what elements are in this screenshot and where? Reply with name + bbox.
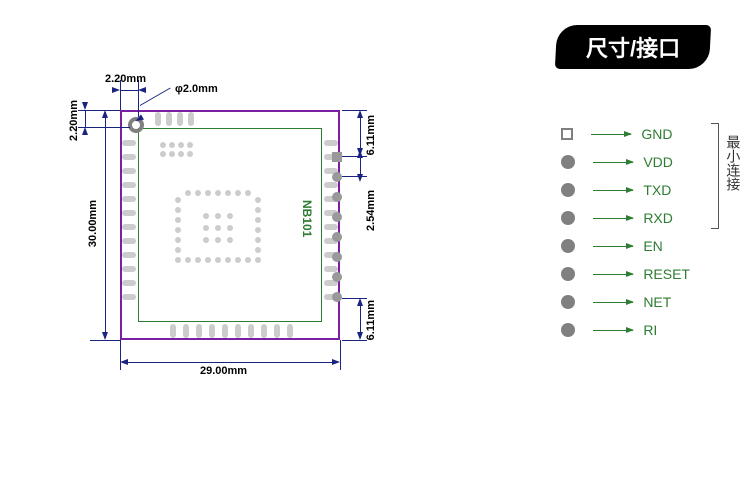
dim-pitch: 2.54mm [365,190,377,231]
dim-arrow [112,87,120,93]
pin-row: VDD [561,148,690,176]
header-pin [332,212,342,222]
arrow-icon [593,162,633,163]
dim-line [360,158,361,174]
min-conn-label: 最小连接 [723,135,743,191]
pin-row: NET [561,288,690,316]
header-pin [332,232,342,242]
ext-line [340,340,341,370]
pin-row: RXD [561,204,690,232]
dim-arrow [120,359,128,365]
pin-marker-icon [561,128,573,140]
header-pin [332,172,342,182]
arrow-icon [593,274,633,275]
dim-hole-dia: φ2.0mm [175,83,218,95]
header-pin [332,152,342,162]
ext-line [120,340,121,370]
header-pin [332,292,342,302]
pin-marker-icon [561,295,575,309]
dim-arrow [357,332,363,340]
arrow-icon [593,302,633,303]
pin-row: GND [561,120,690,148]
pin-label: NET [643,294,671,310]
title-text: 尺寸/接口 [586,31,680,63]
ext-line [342,298,367,299]
dim-arrow [138,87,146,93]
dim-arrow [102,110,108,118]
title-banner: 尺寸/接口 [555,25,711,69]
dim-hole-y: 2.20mm [68,100,80,141]
dim-width: 29.00mm [200,365,247,377]
dim-edge-top: 6.11mm [365,115,377,155]
arrow-icon [593,190,633,191]
dim-arrow [357,110,363,118]
dim-arrow [82,102,88,110]
header-pin [332,252,342,262]
pin-label: GND [641,126,672,142]
pin-label: RI [643,322,657,338]
header-pin [332,192,342,202]
arrow-icon [591,134,631,135]
dim-line [122,362,338,363]
header-pin [332,272,342,282]
dim-line [105,112,106,338]
pin-marker-icon [561,211,575,225]
pin-row: TXD [561,176,690,204]
pin-marker-icon [561,323,575,337]
min-conn-bracket [711,123,719,229]
pin-marker-icon [561,183,575,197]
dim-line [85,110,86,127]
arrow-icon [593,218,633,219]
pin-row: RESET [561,260,690,288]
pin-label: EN [643,238,662,254]
dim-edge-bottom: 6.11mm [365,300,377,340]
pin-label: RESET [643,266,690,282]
dim-arrow [357,150,363,158]
ext-line [90,340,120,341]
arrow-icon [593,330,633,331]
dim-line [120,90,138,91]
pin-row: EN [561,232,690,260]
pin-marker-icon [561,239,575,253]
pin-row: RI [561,316,690,344]
pin-label: VDD [643,154,673,170]
ext-line [138,80,139,117]
pin-label: RXD [643,210,673,226]
ext-line [342,156,367,157]
ext-line [342,176,367,177]
ext-line [342,340,367,341]
dim-arrow [82,127,88,135]
pin-label: TXD [643,182,671,198]
arrow-icon [593,246,633,247]
dim-hole-x: 2.20mm [105,73,146,85]
dim-arrow [102,332,108,340]
ext-line [342,110,367,111]
pinout-table: GND VDD TXD RXD EN RESET NET RI [561,120,690,344]
dim-arrow [357,298,363,306]
pin-marker-icon [561,155,575,169]
dim-arrow [357,174,363,182]
dim-arrow [332,359,340,365]
pcb-drawing: NB101 29.00mm 30.00mm 2.20mm 2.20mm φ2.0… [60,70,390,390]
pin-marker-icon [561,267,575,281]
dim-height: 30.00mm [87,200,99,247]
pcb-part-number: NB101 [300,200,314,237]
